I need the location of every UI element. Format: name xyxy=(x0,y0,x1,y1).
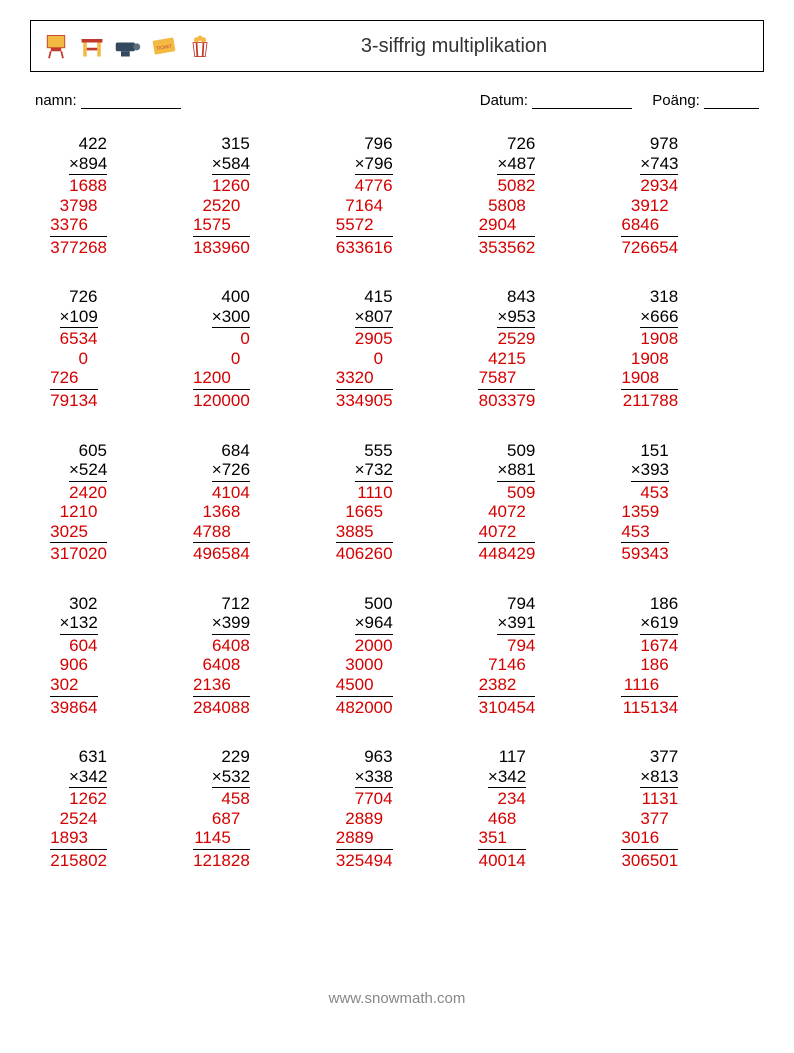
problem: 712×399640864082136284088 xyxy=(193,594,303,717)
problem: 843×953252942157587803379 xyxy=(478,287,588,410)
problem: 796×796477671645572633616 xyxy=(336,134,446,257)
header: TICKET 3-siffrig multiplikation xyxy=(30,20,764,72)
date-blank[interactable] xyxy=(532,94,632,109)
problem-grid: 422×894168837983376377268 315×5841260252… xyxy=(30,134,764,870)
barrier-icon xyxy=(77,31,107,61)
problem: 963×338770428892889325494 xyxy=(336,747,446,870)
footer-text: www.snowmath.com xyxy=(329,990,466,1007)
icon-strip: TICKET xyxy=(41,31,215,61)
ticket-icon: TICKET xyxy=(149,31,179,61)
score-blank[interactable] xyxy=(704,94,759,109)
problem: 555×732111016653885406260 xyxy=(336,441,446,564)
popcorn-icon xyxy=(185,31,215,61)
problem: 318×666190819081908211788 xyxy=(621,287,731,410)
problem: 509×881 50940724072448429 xyxy=(478,441,588,564)
problem: 794×391 79471462382310454 xyxy=(478,594,588,717)
name-label: namn: xyxy=(35,92,77,109)
problem: 726×1096534072679134 xyxy=(50,287,160,410)
page-title: 3-siffrig multiplikation xyxy=(215,35,753,58)
problem: 631×342126225241893215802 xyxy=(50,747,160,870)
chair-icon xyxy=(41,31,71,61)
problem: 229×532 4586871145121828 xyxy=(193,747,303,870)
problem: 726×487508258082904353562 xyxy=(478,134,588,257)
problem: 422×894168837983376377268 xyxy=(50,134,160,257)
problem: 400×300 001200120000 xyxy=(193,287,303,410)
problem: 302×132 60490630239864 xyxy=(50,594,160,717)
problem: 186×61916741861116115134 xyxy=(621,594,731,717)
score-label: Poäng: xyxy=(652,92,700,109)
problem: 315×584126025201575183960 xyxy=(193,134,303,257)
problem: 978×743293439126846726654 xyxy=(621,134,731,257)
problem: 377×81311313773016306501 xyxy=(621,747,731,870)
footer: www.snowmath.com xyxy=(30,990,764,1007)
problem: 151×393 453135945359343 xyxy=(621,441,731,564)
info-row: namn: Datum: Poäng: xyxy=(30,92,764,109)
date-label: Datum: xyxy=(480,92,528,109)
name-blank[interactable] xyxy=(81,94,181,109)
problem: 605×524242012103025317020 xyxy=(50,441,160,564)
projector-icon xyxy=(113,31,143,61)
problem: 415×807290503320334905 xyxy=(336,287,446,410)
problem: 117×342 23446835140014 xyxy=(478,747,588,870)
problem: 500×964200030004500482000 xyxy=(336,594,446,717)
problem: 684×726410413684788496584 xyxy=(193,441,303,564)
